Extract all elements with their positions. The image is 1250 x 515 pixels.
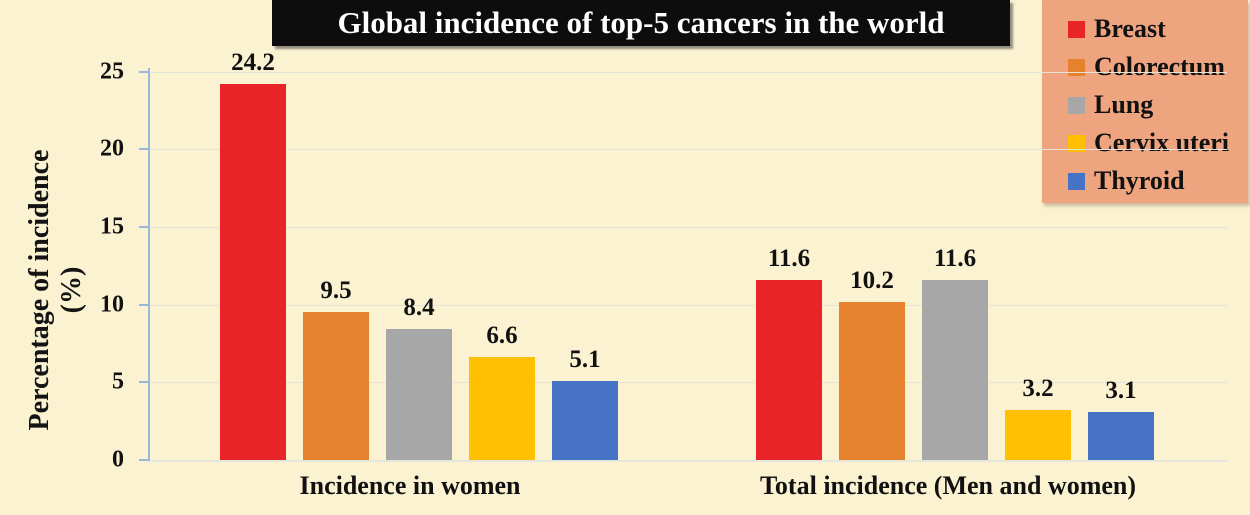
legend: Breast Colorectum Lung Cervix uteri Thyroid [1042, 0, 1248, 203]
bar-cervix-uteri [1005, 410, 1071, 460]
y-axis-tick [139, 381, 148, 383]
bar-colorectum [839, 302, 905, 460]
bar-value-label: 10.2 [850, 267, 894, 294]
y-axis-tick [139, 71, 148, 73]
bar-cervix-uteri [469, 357, 535, 460]
y-tick-label: 25 [100, 58, 124, 85]
y-gridline [148, 305, 1227, 306]
y-axis-title-line1: Percentage of incidence [23, 149, 55, 431]
legend-swatch-icon [1068, 96, 1085, 114]
category-label: Total incidence (Men and women) [759, 471, 1137, 500]
chart-title: Global incidence of top-5 cancers in the… [272, 0, 1010, 46]
category-label: Incidence in women [299, 471, 521, 500]
bar-breast [220, 84, 286, 460]
legend-swatch-icon [1068, 58, 1085, 76]
bar-value-label: 11.6 [933, 245, 977, 272]
y-axis-tick [139, 226, 148, 228]
y-axis-tick [139, 459, 148, 461]
y-tick-label: 10 [100, 291, 124, 318]
bar-lung [922, 280, 988, 460]
bar-value-label: 3.2 [1022, 375, 1054, 402]
bar-breast [756, 280, 822, 460]
y-tick-label: 5 [112, 368, 124, 395]
bar-thyroid [1088, 412, 1154, 460]
bar-value-label: 8.4 [403, 294, 435, 321]
legend-label: Breast [1094, 14, 1166, 43]
y-tick-label: 0 [112, 446, 124, 473]
legend-item-lung: Lung [1068, 86, 1248, 124]
legend-item-colorectum: Colorectum [1068, 48, 1248, 86]
legend-label: Cervix uteri [1094, 128, 1230, 157]
legend-label: Thyroid [1094, 166, 1185, 195]
legend-label: Lung [1094, 90, 1154, 119]
legend-swatch-icon [1068, 172, 1085, 190]
legend-item-cervix-uteri: Cervix uteri [1068, 124, 1248, 162]
y-gridline [148, 149, 1227, 150]
y-tick-label: 15 [100, 213, 124, 240]
legend-label: Colorectum [1094, 52, 1225, 81]
y-axis-tick [139, 304, 148, 306]
bar-thyroid [552, 381, 618, 460]
legend-item-thyroid: Thyroid [1068, 162, 1248, 200]
x-axis-line [148, 460, 1227, 462]
bar-value-label: 24.2 [231, 49, 275, 76]
bar-value-label: 6.6 [486, 322, 518, 349]
bar-colorectum [303, 312, 369, 460]
legend-swatch-icon [1068, 20, 1085, 38]
y-tick-label: 20 [100, 135, 124, 162]
bar-lung [386, 329, 452, 460]
y-axis-line [148, 68, 150, 461]
y-gridline [148, 227, 1227, 228]
y-gridline [148, 72, 1227, 73]
bar-value-label: 11.6 [767, 245, 811, 272]
bar-value-label: 5.1 [569, 346, 601, 373]
bar-value-label: 9.5 [320, 277, 352, 304]
y-gridline [148, 382, 1227, 383]
y-axis-tick [139, 148, 148, 150]
bar-value-label: 3.1 [1105, 377, 1137, 404]
legend-item-breast: Breast [1068, 10, 1248, 48]
legend-swatch-icon [1068, 134, 1085, 152]
